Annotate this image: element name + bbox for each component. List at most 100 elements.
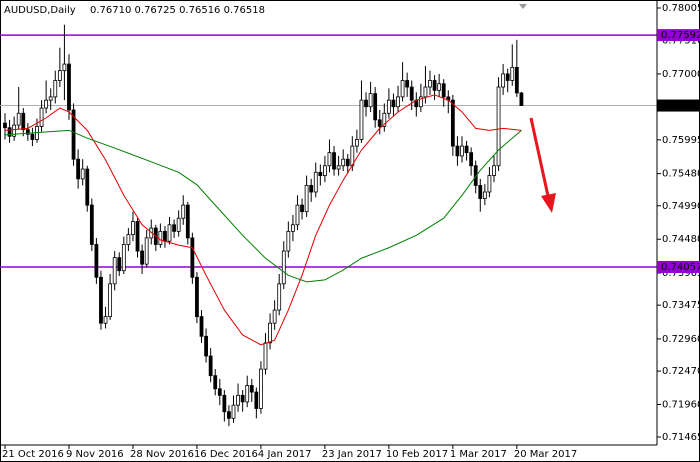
candle-body [181,204,186,219]
candle-body [30,133,35,140]
x-tick-label: 10 Feb 2017 [386,449,448,460]
candle-body [478,185,483,199]
y-tick-label: 0.77000 [662,69,700,80]
candle-body [126,234,131,245]
candle-body [117,257,122,272]
candle-body [322,165,327,176]
arrow-shaft [529,117,550,197]
y-tick-label: 0.75995 [662,135,700,146]
candle-body [190,237,195,278]
candle-body [464,145,469,154]
x-tick-label: 4 Jan 2017 [258,449,312,460]
candle-body [281,250,286,285]
candle-body [377,119,382,127]
candle-body [57,70,62,81]
candle-body [501,73,506,88]
candle-body [259,368,263,409]
candle-body [131,221,135,236]
y-tick-label: 0.72960 [662,334,700,345]
candle-body [94,244,99,278]
candle-body [492,165,496,176]
candle-body [245,385,250,403]
x-tick-label: 23 Jan 2017 [322,449,382,460]
candle-body [496,86,501,167]
candle-body [176,217,181,232]
candle-body [12,124,17,137]
candle-body [341,158,346,167]
candle-body [382,112,387,127]
y-tick-label: 0.71465 [662,432,700,443]
candle-body [158,230,163,245]
candle-body [277,283,282,311]
candle-body [39,107,44,127]
candle-body [140,250,145,265]
candle-body [44,99,49,109]
x-tick-label: 28 Nov 2016 [130,449,194,460]
candle-body [473,165,478,186]
moving-average [4,129,522,283]
price-box [657,99,700,112]
candle-body [121,244,126,272]
candle-body [428,80,432,88]
x-tick-label: 21 Oct 2016 [2,449,64,460]
candle-body [249,385,254,393]
candle-body [89,204,94,245]
candle-body [510,66,515,81]
plot-area [0,24,657,427]
candle-body [418,96,423,108]
candle-body [519,92,524,106]
candle-body [3,122,7,129]
candle-body [437,83,442,91]
y-tick-label: 0.78005 [662,3,700,14]
candle-body [304,185,309,213]
candle-body [332,152,336,170]
candle-body [80,168,85,180]
candle-body [53,80,58,98]
candle-body [227,411,231,419]
price-box-label: 0.77592 [661,30,700,41]
candle-body [268,322,272,344]
y-tick-label: 0.71960 [662,400,700,411]
candle-body [48,96,53,101]
x-tick-label: 16 Dec 2016 [194,449,258,460]
candle-body [313,171,318,193]
price-box-label: 0.74057 [661,262,700,273]
candle-body [514,66,519,94]
symbol: AUDUSD,Daily [4,5,76,16]
candle-body [295,204,300,226]
candle-body [354,139,359,147]
candle-body [62,63,67,72]
candle-body [67,63,71,111]
shift-marker [519,4,527,9]
candle-body [345,158,350,167]
candle-body [21,112,26,131]
price-box [657,260,700,273]
y-tick-label: 0.72470 [662,366,700,377]
candle-body [364,99,368,108]
candle-body [405,80,410,88]
candle-body [455,145,460,157]
candle-body [487,175,492,193]
candle-body [213,375,218,390]
candle-body [108,283,113,318]
candle-body [400,80,405,98]
candle-body [222,394,227,413]
arrow-head [541,193,556,213]
candle-body [409,86,414,101]
candle-body [144,237,149,265]
candle-body [231,404,236,419]
candle-body [336,165,341,170]
ohlc-info: 0.76710 0.76725 0.76516 0.76518 [90,5,265,16]
candle-body [208,355,213,377]
x-tick-label: 1 Mar 2017 [450,449,507,460]
candle-body [386,99,391,114]
candle-body [441,83,446,98]
candle-body [368,93,373,108]
candle-body [195,276,199,318]
candle-body [291,224,295,232]
candle-body [240,394,245,403]
candle-body [396,96,400,108]
candle-body [359,99,364,140]
candle-body [7,127,12,137]
